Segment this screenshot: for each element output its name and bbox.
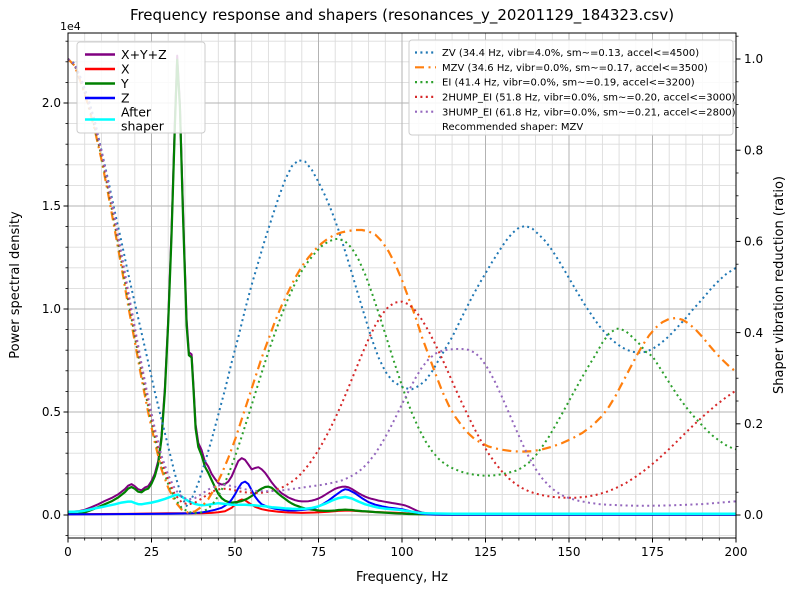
y-left-tick-label: 2.0 xyxy=(42,96,61,110)
legend-label-ZV: ZV (34.4 Hz, vibr=4.0%, sm~=0.13, accel<… xyxy=(442,48,699,59)
y-left-tick-label: 1.5 xyxy=(42,199,61,213)
y-left-tick-label: 1.0 xyxy=(42,302,61,316)
legend-label-X+Y+Z: X+Y+Z xyxy=(121,47,167,62)
x-tick-label: 150 xyxy=(558,545,581,559)
x-axis-label: Frequency, Hz xyxy=(356,570,448,585)
y-axis-label-right: Shaper vibration reduction (ratio) xyxy=(772,176,787,394)
series-line-2HUMP_EI xyxy=(67,58,737,506)
x-tick-label: 175 xyxy=(641,545,664,559)
y-axis-offset-label: 1e4 xyxy=(60,20,81,33)
shaper-series-lines xyxy=(67,58,737,515)
legend-label-EI: EI (41.4 Hz, vibr=0.0%, sm~=0.19, accel<… xyxy=(442,78,695,89)
y-right-tick-label: 1.0 xyxy=(744,52,763,66)
x-tick-label: 50 xyxy=(227,545,242,559)
series-line-After-shaper xyxy=(68,493,736,516)
legend-label-X: X xyxy=(121,61,130,76)
legend-label-3HUMP_EI: 3HUMP_EI (61.8 Hz, vibr=0.0%, sm~=0.21, … xyxy=(442,107,736,118)
y-right-tick-label: 0.4 xyxy=(744,326,763,340)
legend-label-line1: After xyxy=(121,105,152,120)
legend-footer-recommended-shaper: Recommended shaper: MZV xyxy=(442,122,583,133)
series-line-MZV xyxy=(67,58,737,514)
y-right-tick-label: 0.2 xyxy=(744,417,763,431)
legend-label-Y: Y xyxy=(120,76,129,91)
chart-title: Frequency response and shapers (resonanc… xyxy=(130,6,674,25)
shaper-legend-box xyxy=(408,39,734,136)
x-tick-label: 75 xyxy=(311,545,326,559)
x-tick-label: 125 xyxy=(474,545,497,559)
x-tick-label: 100 xyxy=(391,545,414,559)
legend-label-line2: shaper xyxy=(121,119,165,134)
y-right-tick-label: 0.8 xyxy=(744,143,763,157)
y-left-tick-label: 0.0 xyxy=(42,508,61,522)
x-tick-label: 25 xyxy=(144,545,159,559)
y-right-tick-label: 0.6 xyxy=(744,235,763,249)
x-tick-label: 200 xyxy=(725,545,748,559)
y-left-tick-label: 0.5 xyxy=(42,405,61,419)
legend-label-2HUMP_EI: 2HUMP_EI (51.8 Hz, vibr=0.0%, sm~=0.20, … xyxy=(442,93,736,104)
axis-ticks: 0 25 50 75 100 125 150 175 200 0.0 0.5 1.0 1.5 2.0 0.0… xyxy=(42,35,763,559)
y-axis-label-left: Power spectral density xyxy=(8,211,23,359)
shaper-legend: ZV (34.4 Hz, vibr=4.0%, sm~=0.13, accel<… xyxy=(408,39,736,136)
legend-label-Z: Z xyxy=(121,90,130,105)
series-line-EI xyxy=(67,58,737,515)
series-line-Y xyxy=(67,58,736,516)
psd-legend-box xyxy=(76,41,206,134)
legend-label-MZV: MZV (34.6 Hz, vibr=0.0%, sm~=0.17, accel… xyxy=(442,63,708,74)
x-tick-label: 0 xyxy=(64,545,72,559)
y-right-tick-label: 0.0 xyxy=(744,508,763,522)
